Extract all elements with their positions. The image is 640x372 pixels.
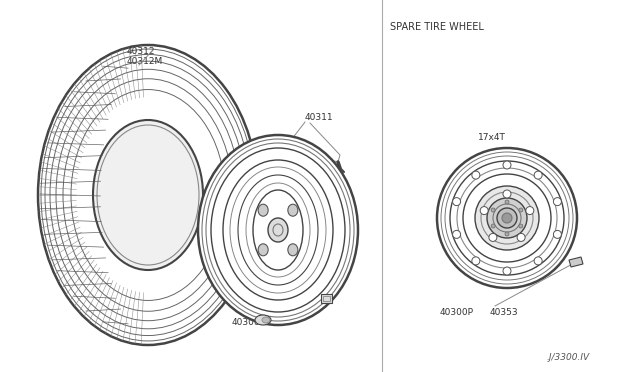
Ellipse shape: [519, 224, 523, 228]
Ellipse shape: [503, 190, 511, 198]
Text: .J/3300.IV: .J/3300.IV: [547, 353, 590, 362]
Ellipse shape: [526, 206, 534, 215]
Ellipse shape: [288, 244, 298, 256]
Ellipse shape: [503, 267, 511, 275]
Text: 40353: 40353: [490, 308, 518, 317]
Text: 17x4T: 17x4T: [478, 133, 506, 142]
Ellipse shape: [198, 135, 358, 325]
Text: 40312: 40312: [127, 47, 156, 56]
Text: 40300P: 40300P: [218, 173, 252, 182]
Ellipse shape: [554, 198, 561, 206]
Ellipse shape: [288, 204, 298, 216]
Ellipse shape: [502, 213, 512, 223]
Ellipse shape: [255, 315, 271, 325]
Ellipse shape: [475, 186, 539, 250]
Text: 40300P: 40300P: [440, 308, 474, 317]
Ellipse shape: [38, 45, 258, 345]
Ellipse shape: [534, 257, 542, 265]
Ellipse shape: [258, 204, 268, 216]
Text: 40224: 40224: [306, 288, 334, 297]
Ellipse shape: [262, 317, 270, 323]
Ellipse shape: [517, 233, 525, 241]
Ellipse shape: [489, 233, 497, 241]
Ellipse shape: [472, 171, 480, 179]
Bar: [321, 294, 332, 303]
Ellipse shape: [554, 230, 561, 238]
Ellipse shape: [452, 230, 461, 238]
Text: SPARE TIRE WHEEL: SPARE TIRE WHEEL: [390, 22, 484, 32]
Ellipse shape: [480, 206, 488, 215]
Ellipse shape: [534, 171, 542, 179]
Ellipse shape: [487, 198, 527, 238]
Ellipse shape: [472, 257, 480, 265]
Ellipse shape: [93, 120, 203, 270]
Ellipse shape: [452, 198, 461, 206]
Ellipse shape: [497, 208, 517, 228]
Ellipse shape: [503, 161, 511, 169]
Text: 40300A: 40300A: [232, 318, 267, 327]
Text: 40311: 40311: [305, 113, 333, 122]
Ellipse shape: [505, 200, 509, 204]
Ellipse shape: [519, 208, 523, 212]
Text: 40312M: 40312M: [127, 57, 163, 66]
Polygon shape: [569, 257, 583, 267]
Ellipse shape: [258, 244, 268, 256]
Ellipse shape: [491, 208, 495, 212]
Bar: [323, 296, 330, 301]
Ellipse shape: [491, 224, 495, 228]
Ellipse shape: [505, 232, 509, 236]
Ellipse shape: [268, 218, 288, 242]
Ellipse shape: [437, 148, 577, 288]
